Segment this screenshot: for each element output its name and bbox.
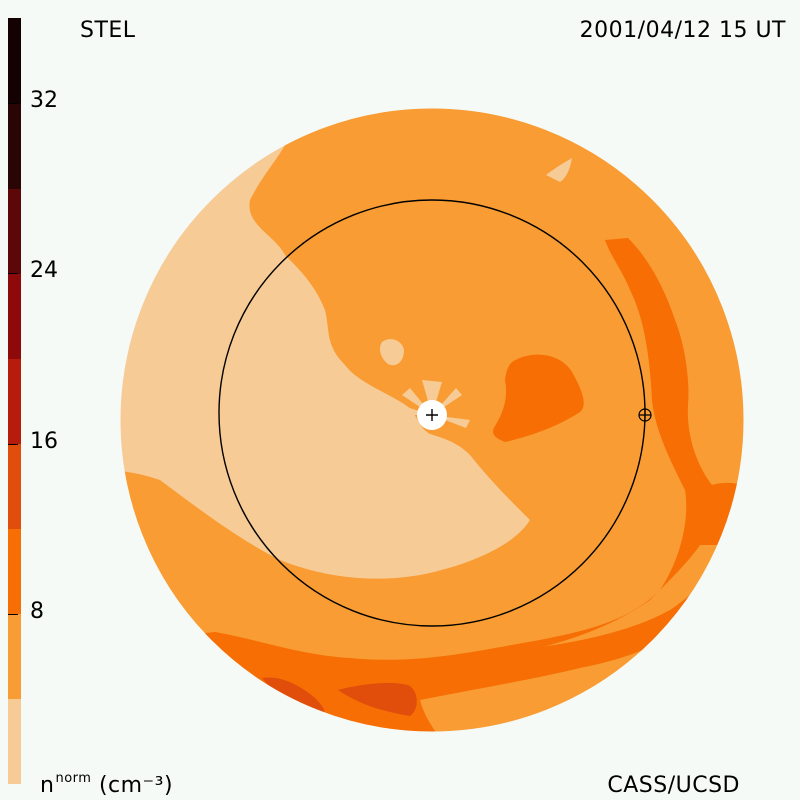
colorbar-segment xyxy=(8,188,21,274)
contour-region-high-south-2 xyxy=(338,683,417,716)
source-label: STEL xyxy=(80,18,136,43)
sun-icon xyxy=(417,400,447,430)
unit-rest: (cm⁻³) xyxy=(98,773,174,798)
colorbar-segment xyxy=(8,18,21,104)
unit-sup: norm xyxy=(55,771,92,786)
map-limb xyxy=(119,107,745,733)
unit-label: nnorm (cm⁻³) xyxy=(40,771,173,798)
colorbar-segment xyxy=(8,273,21,359)
earth-icon xyxy=(638,408,652,422)
contour-region-mid-east-blob xyxy=(493,354,584,442)
contour-region-low-sliver xyxy=(546,158,572,182)
colorbar-tick-label: 16 xyxy=(30,428,58,454)
colorbar-segment xyxy=(8,443,21,530)
colorbar-tick-label: 24 xyxy=(30,258,58,284)
colorbar xyxy=(8,18,21,785)
timestamp-label: 2001/04/12 15 UT xyxy=(579,18,786,43)
colorbar-segment xyxy=(8,613,21,700)
colorbar-tick-label: 32 xyxy=(30,88,58,114)
credit-label: CASS/UCSD xyxy=(607,773,740,798)
contour-region-low-west xyxy=(120,108,530,579)
colorbar-segment xyxy=(8,698,21,785)
unit-base: n xyxy=(40,773,55,798)
colorbar-tick-mark xyxy=(8,613,18,615)
colorbar-segment xyxy=(8,358,21,445)
contour-layers xyxy=(120,108,744,732)
colorbar-tick-mark xyxy=(8,443,18,445)
colorbar-segment xyxy=(8,103,21,189)
colorbar-tick-mark xyxy=(8,103,18,105)
colorbar-segment xyxy=(8,528,21,615)
colorbar-tick-mark xyxy=(8,273,18,275)
colorbar-tick-label: 8 xyxy=(30,598,44,624)
contour-region-low-island xyxy=(380,339,404,366)
